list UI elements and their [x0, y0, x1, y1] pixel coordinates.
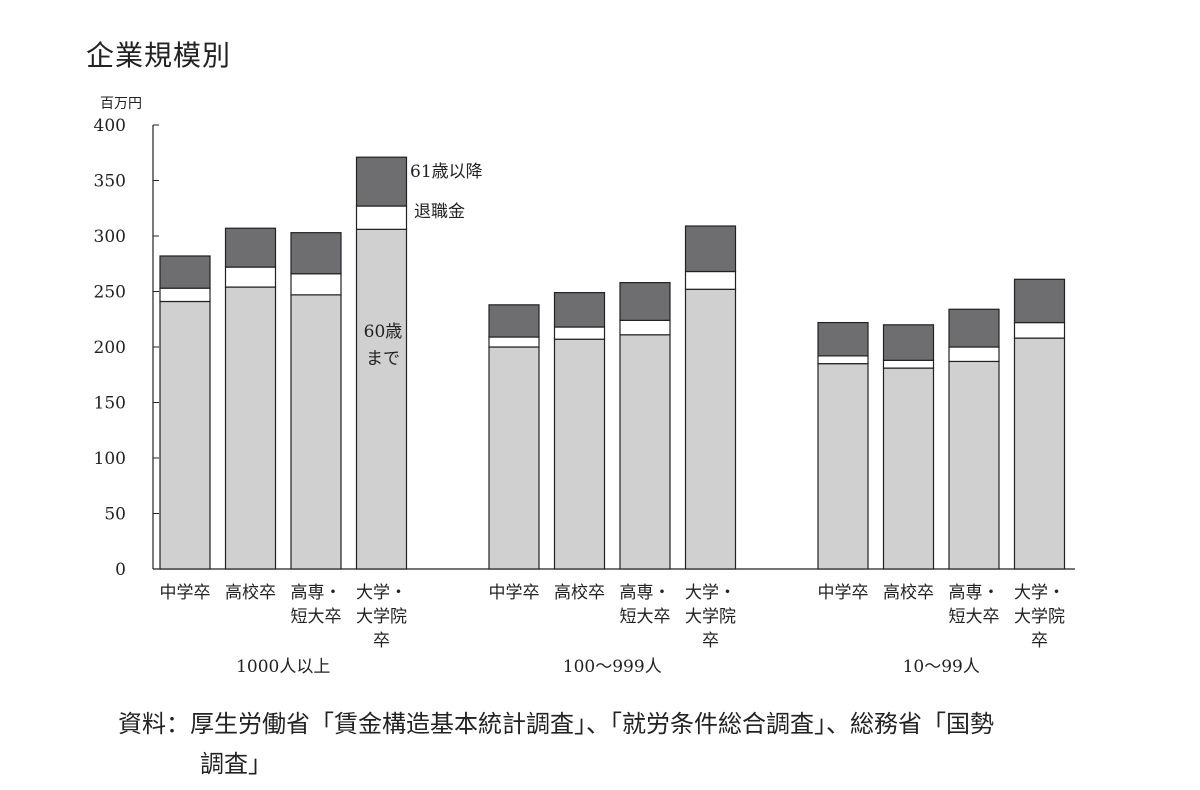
- bar-segment-until-60: [1013, 337, 1066, 570]
- y-tick-label: 400: [94, 116, 126, 136]
- bar-segment-retirement: [817, 355, 869, 365]
- bar-segment-after-61: [882, 324, 935, 361]
- bar-segment-until-60: [882, 367, 935, 570]
- category-label: 高校卒: [883, 583, 934, 603]
- bar-segment-after-61: [817, 321, 869, 357]
- source-note: 資料：厚生労働省「賃金構造基本統計調査」、「就労条件総合調査」、総務省「国勢 調…: [118, 704, 1158, 784]
- bar-segment-after-61: [684, 225, 737, 273]
- bar-segment-retirement: [1013, 321, 1066, 339]
- category-label: 中学卒: [489, 583, 540, 603]
- bars: [159, 156, 1066, 570]
- bar-segment-until-60: [948, 360, 1000, 570]
- group-label: 100〜999人: [563, 657, 662, 677]
- bar-segment-after-61: [488, 304, 540, 338]
- bar-segment-until-60: [817, 363, 869, 570]
- category-label: 大学・: [1014, 583, 1065, 603]
- bar-segment-retirement: [224, 266, 277, 288]
- bar-segment-until-60: [159, 300, 211, 570]
- category-label: 中学卒: [818, 583, 869, 603]
- bar-segment-until-60: [684, 288, 737, 570]
- category-label: 高専・: [291, 583, 342, 603]
- category-label: 大学院: [356, 607, 407, 627]
- y-axis: 0 50 100 150 200 250 300 350 400: [94, 116, 1075, 580]
- bar-segment-retirement: [684, 270, 737, 290]
- y-axis-unit: 百万円: [100, 96, 142, 112]
- bar-segment-retirement: [882, 359, 935, 369]
- annotation-retirement-allowance: 退職金: [414, 202, 465, 222]
- y-tick-label: 100: [94, 449, 126, 469]
- bar-segment-after-61: [290, 232, 342, 275]
- bar-segment-after-61: [355, 156, 408, 207]
- y-tick-label: 150: [94, 394, 126, 414]
- category-label: 大学・: [356, 583, 407, 603]
- category-label: 卒: [1031, 631, 1048, 651]
- group-label: 1000人以上: [236, 657, 330, 677]
- bar-segment-after-61: [159, 255, 211, 289]
- group-label: 10〜99人: [903, 657, 980, 677]
- category-label: 中学卒: [160, 583, 211, 603]
- y-tick-label: 200: [94, 338, 126, 358]
- bar-segment-until-60: [355, 228, 408, 570]
- bar-segment-after-61: [224, 227, 277, 268]
- bar-segment-after-61: [553, 292, 606, 328]
- bar-segment-retirement: [948, 346, 1000, 363]
- category-label: 高校卒: [225, 583, 276, 603]
- bar-segment-after-61: [619, 282, 671, 321]
- annotations: 61歳以降 退職金 60歳 まで: [364, 162, 483, 369]
- bar-segment-retirement: [290, 273, 342, 296]
- category-label: 短大卒: [620, 607, 671, 627]
- bar-segment-retirement: [619, 319, 671, 336]
- bar-segment-retirement: [159, 287, 211, 303]
- category-label: 高専・: [620, 583, 671, 603]
- annotation-until-60-line1: 60歳: [364, 322, 403, 342]
- category-label: 卒: [373, 631, 390, 651]
- y-tick-label: 50: [104, 505, 126, 525]
- bar-segment-after-61: [1013, 278, 1066, 324]
- bar-segment-retirement: [488, 336, 540, 348]
- category-label: 大学院: [1014, 607, 1065, 627]
- chart-title: 企業規模別: [86, 39, 232, 72]
- y-tick-label: 350: [94, 172, 126, 192]
- category-label: 短大卒: [291, 607, 342, 627]
- bar-segment-retirement: [553, 326, 606, 340]
- bar-segment-retirement: [355, 205, 408, 230]
- category-label: 卒: [702, 631, 719, 651]
- bar-segment-until-60: [224, 286, 277, 570]
- category-label: 大学院: [685, 607, 736, 627]
- y-tick-label: 0: [115, 560, 126, 580]
- source-note-line1: 資料：厚生労働省「賃金構造基本統計調査」、「就労条件総合調査」、総務省「国勢: [118, 710, 994, 738]
- category-label: 短大卒: [949, 607, 1000, 627]
- category-label: 大学・: [685, 583, 736, 603]
- bar-segment-until-60: [619, 334, 671, 570]
- bar-segment-until-60: [488, 346, 540, 570]
- bar-segment-until-60: [290, 294, 342, 570]
- y-tick-label: 300: [94, 227, 126, 247]
- bar-segment-until-60: [553, 338, 606, 570]
- y-tick-label: 250: [94, 283, 126, 303]
- annotation-61-and-after: 61歳以降: [410, 162, 483, 182]
- category-label: 高校卒: [554, 583, 605, 603]
- bar-segment-after-61: [948, 308, 1000, 348]
- source-note-line2: 調査」: [200, 750, 272, 778]
- annotation-until-60-line2: まで: [366, 349, 400, 369]
- category-label: 高専・: [949, 583, 1000, 603]
